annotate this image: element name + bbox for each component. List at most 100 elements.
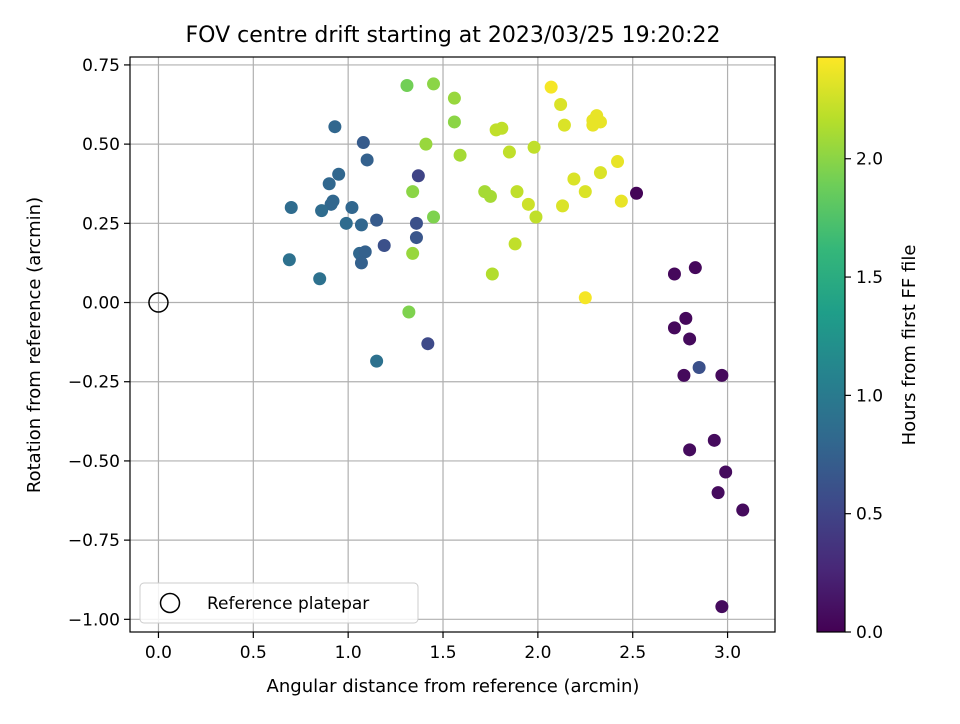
data-point (483, 189, 497, 203)
data-point (611, 155, 625, 169)
data-point (557, 118, 571, 132)
colorbar-tick-label: 0.5 (856, 505, 883, 525)
data-point (529, 210, 543, 224)
data-point (630, 186, 644, 200)
data-point (554, 98, 568, 112)
data-point (578, 185, 592, 199)
x-tick-label: 2.0 (524, 643, 551, 663)
x-tick-label: 0.0 (145, 643, 172, 663)
y-tick-label: −0.25 (68, 373, 120, 393)
legend-label: Reference platepar (207, 594, 369, 614)
y-axis-label: Rotation from reference (arcmin) (24, 197, 45, 493)
data-point (370, 213, 384, 227)
data-point (358, 245, 372, 259)
data-point (692, 360, 706, 374)
x-axis-label: Angular distance from reference (arcmin) (267, 676, 640, 697)
data-point (719, 465, 733, 479)
data-point (715, 368, 729, 382)
data-point (313, 272, 327, 286)
data-point (667, 267, 681, 281)
data-point (402, 305, 416, 319)
data-point (427, 210, 441, 224)
y-axis-ticks: −1.00 −0.75 −0.50 −0.25 0.00 0.25 0.50 0.75 (68, 56, 130, 630)
data-point (322, 177, 336, 191)
y-tick-label: 0.00 (82, 294, 120, 314)
x-tick-label: 3.0 (714, 643, 741, 663)
data-point (707, 433, 721, 447)
data-point (345, 200, 359, 214)
data-point (328, 120, 342, 134)
data-point (354, 256, 368, 270)
data-points (282, 77, 750, 614)
data-point (688, 261, 702, 275)
data-point (419, 137, 433, 151)
grid-horizontal (130, 64, 775, 620)
data-point (485, 267, 499, 281)
data-point (354, 218, 368, 232)
data-point (510, 185, 524, 199)
data-point (282, 253, 296, 267)
colorbar-tick-label: 1.0 (856, 386, 883, 406)
legend: Reference platepar (139, 582, 419, 624)
data-point (614, 194, 628, 208)
data-point (315, 204, 329, 218)
data-point (578, 291, 592, 305)
data-point (326, 194, 340, 208)
data-point (736, 503, 750, 517)
data-point (567, 172, 581, 186)
data-point (544, 80, 558, 94)
y-tick-label: −0.50 (68, 452, 120, 472)
data-point (409, 231, 423, 245)
data-point (447, 115, 461, 129)
data-point (284, 200, 298, 214)
chart-title: FOV centre drift starting at 2023/03/25 … (186, 23, 721, 48)
data-point (593, 115, 607, 129)
colorbar: 0.0 0.5 1.0 1.5 2.0 Hours from first FF file (816, 56, 920, 643)
data-point (411, 169, 425, 183)
data-point (677, 368, 691, 382)
legend-marker (159, 592, 181, 614)
data-point (715, 600, 729, 614)
x-tick-label: 1.0 (335, 643, 362, 663)
grid-vertical (157, 57, 729, 632)
data-point (521, 197, 535, 211)
data-point (679, 311, 693, 325)
data-point (447, 91, 461, 105)
plot-background (130, 57, 775, 632)
y-tick-label: 0.25 (82, 214, 120, 234)
colorbar-gradient (817, 57, 845, 632)
data-point (339, 216, 353, 230)
colorbar-tick-label: 1.5 (856, 268, 883, 288)
plot-area: 0.0 0.5 1.0 1.5 2.0 2.5 3.0 −1.00 −0.75 −0.50 −0.… (68, 56, 776, 663)
y-tick-label: −0.75 (68, 531, 120, 551)
data-point (427, 77, 441, 91)
data-point (409, 216, 423, 230)
x-tick-label: 1.5 (429, 643, 456, 663)
data-point (360, 153, 374, 167)
x-tick-label: 0.5 (240, 643, 267, 663)
colorbar-tick-label: 0.0 (856, 623, 883, 643)
colorbar-ticks: 0.0 0.5 1.0 1.5 2.0 (845, 150, 883, 643)
data-point (527, 140, 541, 154)
data-point (356, 136, 370, 150)
data-point (683, 332, 697, 346)
data-point (508, 237, 522, 251)
colorbar-frame (816, 56, 846, 633)
data-point (400, 79, 414, 93)
data-point (370, 354, 384, 368)
data-point (495, 121, 509, 135)
reference-point (148, 292, 169, 313)
data-point (683, 443, 697, 457)
data-point (453, 148, 467, 162)
y-tick-label: 0.75 (82, 56, 120, 76)
data-point (593, 166, 607, 180)
y-tick-label: 0.50 (82, 135, 120, 155)
colorbar-label: Hours from first FF file (899, 245, 920, 446)
data-point (406, 185, 420, 199)
x-tick-label: 2.5 (619, 643, 646, 663)
x-axis-ticks: 0.0 0.5 1.0 1.5 2.0 2.5 3.0 (145, 632, 741, 663)
data-point (711, 486, 725, 500)
y-tick-label: −1.00 (68, 610, 120, 630)
data-point (332, 167, 346, 181)
